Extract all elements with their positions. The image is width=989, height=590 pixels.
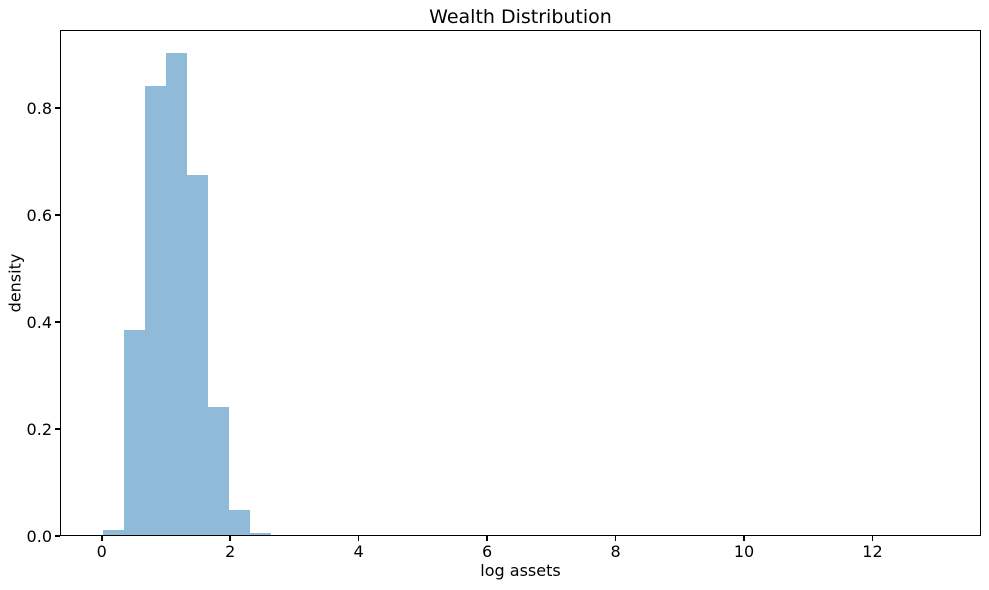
y-tick-label: 0.2 bbox=[26, 419, 52, 439]
x-tick-mark bbox=[743, 536, 745, 541]
x-tick-label: 2 bbox=[225, 542, 236, 561]
y-tick-mark bbox=[55, 428, 60, 430]
y-tick-label: 0.8 bbox=[26, 98, 52, 118]
x-tick-mark bbox=[486, 536, 488, 541]
histogram-bar bbox=[144, 85, 166, 536]
x-tick-mark bbox=[101, 536, 103, 541]
x-tick-label: 10 bbox=[733, 542, 755, 561]
x-tick-label: 0 bbox=[96, 542, 107, 561]
histogram-bar bbox=[228, 510, 250, 536]
histogram-bar bbox=[103, 530, 125, 536]
x-tick-label: 4 bbox=[353, 542, 364, 561]
y-tick-label: 0.0 bbox=[26, 526, 52, 546]
x-tick-mark bbox=[229, 536, 231, 541]
chart-title: Wealth Distribution bbox=[429, 6, 612, 28]
x-tick-label: 12 bbox=[862, 542, 883, 561]
histogram-bar bbox=[270, 534, 292, 536]
y-tick-mark bbox=[55, 107, 60, 109]
y-tick-label: 0.4 bbox=[26, 312, 52, 332]
plot-area bbox=[60, 30, 981, 536]
y-tick-label: 0.6 bbox=[26, 205, 52, 225]
x-axis-label: log assets bbox=[480, 561, 561, 580]
x-tick-mark bbox=[871, 536, 874, 541]
y-tick-mark bbox=[55, 214, 60, 216]
x-tick-mark bbox=[614, 536, 617, 541]
y-axis-label: density bbox=[5, 253, 25, 313]
histogram-bar bbox=[186, 174, 208, 536]
histogram-bar bbox=[249, 532, 271, 536]
histogram-bar bbox=[207, 407, 229, 536]
x-tick-label: 8 bbox=[610, 542, 621, 561]
histogram-bar bbox=[165, 53, 187, 536]
y-tick-mark bbox=[55, 535, 60, 537]
x-tick-mark bbox=[357, 536, 360, 541]
y-tick-mark bbox=[55, 321, 60, 323]
histogram-bar bbox=[124, 329, 145, 536]
x-tick-label: 6 bbox=[482, 542, 493, 561]
